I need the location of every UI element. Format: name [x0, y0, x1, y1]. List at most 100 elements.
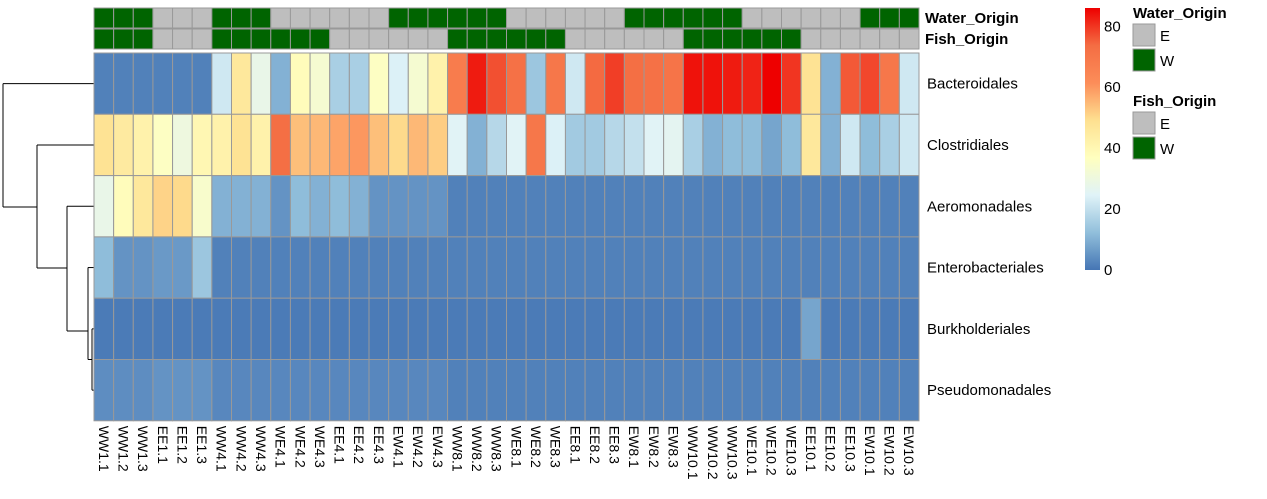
heatmap-cell	[663, 297, 684, 361]
heatmap-cell	[211, 236, 233, 299]
annotation-cell	[682, 28, 704, 50]
heatmap-cell	[172, 236, 193, 299]
heatmap-cell	[702, 236, 724, 299]
heatmap-cell	[564, 52, 586, 115]
annotation-cell	[447, 28, 468, 50]
heatmap-cell	[741, 359, 763, 422]
annotation-cell	[113, 28, 134, 50]
heatmap-cell	[722, 297, 743, 361]
colorbar-tick-label: 40	[1104, 140, 1121, 157]
annotation-cell	[584, 28, 606, 50]
row-label: Clostridiales	[927, 137, 1009, 154]
heatmap-cell	[348, 297, 370, 361]
heatmap-cell	[407, 52, 429, 115]
heatmap-cell	[113, 297, 134, 361]
heatmap-cell	[761, 175, 782, 238]
heatmap-cell	[113, 236, 134, 299]
heatmap-cell	[270, 236, 291, 299]
heatmap-cell	[329, 297, 350, 361]
heatmap-cell	[506, 236, 527, 299]
heatmap-cell	[250, 113, 272, 177]
heatmap-cell	[309, 52, 331, 115]
heatmap-cell	[132, 175, 154, 238]
heatmap-cell	[506, 175, 527, 238]
heatmap-cell	[781, 113, 802, 177]
annotation-cell	[93, 7, 115, 29]
heatmap-cell	[702, 52, 724, 115]
heatmap-cell	[506, 297, 527, 361]
annotation-cell	[329, 28, 350, 50]
heatmap-cell	[289, 113, 311, 177]
heatmap-cell	[407, 236, 429, 299]
heatmap-cell	[643, 113, 665, 177]
heatmap-cell	[466, 236, 488, 299]
annotation-cell	[368, 7, 390, 29]
annotation-cell	[781, 7, 802, 29]
annotation-cell	[545, 7, 566, 29]
heatmap-cell	[564, 113, 586, 177]
heatmap-cell	[191, 175, 213, 238]
column-label: WW10.1	[685, 426, 701, 480]
legend-swatch	[1132, 23, 1156, 47]
heatmap-cell	[820, 113, 841, 177]
heatmap-cell	[211, 113, 233, 177]
heatmap-cell	[329, 175, 350, 238]
column-label: WW4.3	[253, 426, 269, 472]
heatmap-cell	[879, 297, 900, 361]
column-label: WW1.3	[135, 426, 151, 472]
annotation-cell	[447, 7, 468, 29]
heatmap-cell	[250, 297, 272, 361]
annotation-cell	[623, 28, 645, 50]
annotation-cell	[722, 28, 743, 50]
annotation-cell	[250, 7, 272, 29]
heatmap-cell	[309, 297, 331, 361]
heatmap-cell	[113, 113, 134, 177]
row-dendrogram	[2, 83, 94, 391]
heatmap-cell	[898, 236, 920, 299]
column-label: EE1.2	[174, 426, 190, 464]
heatmap-cell	[407, 359, 429, 422]
heatmap-cell	[407, 113, 429, 177]
heatmap-cell	[486, 236, 508, 299]
heatmap-cell	[231, 236, 252, 299]
annotation-cell	[466, 28, 488, 50]
heatmap-cell	[427, 297, 449, 361]
heatmap-cell	[152, 359, 174, 422]
heatmap-cell	[152, 236, 174, 299]
heatmap-cell	[879, 359, 900, 422]
heatmap-cell	[879, 113, 900, 177]
heatmap-cell	[761, 359, 782, 422]
heatmap-cell	[113, 175, 134, 238]
heatmap-cell	[545, 113, 566, 177]
column-label: EW8.1	[626, 426, 642, 468]
annotation-cell	[702, 7, 724, 29]
column-label: WE8.2	[528, 426, 544, 468]
heatmap-cell	[368, 113, 390, 177]
heatmap-cell	[525, 359, 547, 422]
heatmap-cell	[800, 175, 822, 238]
annotation-cell	[348, 7, 370, 29]
annotation-cell	[898, 28, 920, 50]
heatmap-cell	[820, 297, 841, 361]
annotation-cell	[289, 7, 311, 29]
annotation-cell	[211, 28, 233, 50]
heatmap-cell	[309, 359, 331, 422]
annotation-cell	[231, 7, 252, 29]
column-label: EE10.1	[803, 426, 819, 472]
column-label: EE8.3	[607, 426, 623, 464]
heatmap-cell	[191, 52, 213, 115]
heatmap-cell	[289, 52, 311, 115]
heatmap-cell	[486, 113, 508, 177]
heatmap-cell	[623, 113, 645, 177]
annotation-cell	[152, 28, 174, 50]
heatmap-cell	[270, 113, 291, 177]
annotation-cell	[191, 28, 213, 50]
heatmap-cell	[604, 175, 625, 238]
annotation-cell	[388, 28, 409, 50]
heatmap-cell	[289, 297, 311, 361]
annotation-cell	[761, 28, 782, 50]
annotation-cell	[270, 28, 291, 50]
heatmap-cell	[231, 359, 252, 422]
heatmap-cell	[682, 297, 704, 361]
heatmap-cell	[839, 236, 861, 299]
